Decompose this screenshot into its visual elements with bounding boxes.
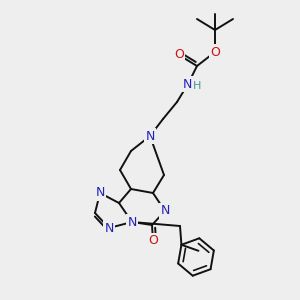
Text: O: O [210, 46, 220, 59]
Text: N: N [182, 77, 192, 91]
Text: H: H [193, 81, 201, 91]
Text: O: O [148, 235, 158, 248]
Text: N: N [104, 221, 114, 235]
Text: O: O [174, 49, 184, 62]
Text: N: N [145, 130, 155, 142]
Text: N: N [95, 187, 105, 200]
Text: N: N [127, 215, 137, 229]
Text: N: N [160, 205, 170, 218]
